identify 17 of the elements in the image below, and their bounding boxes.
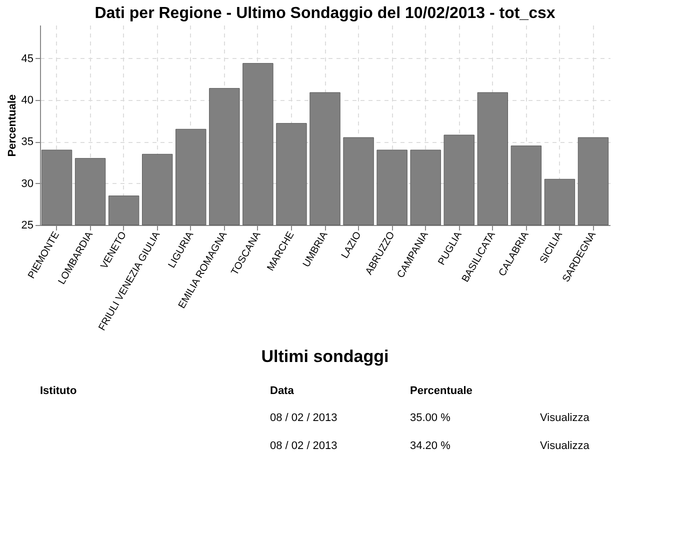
text: Percentuale (410, 385, 472, 397)
text: Visualizza (540, 440, 590, 452)
text: Ultimi sondaggi (261, 347, 389, 366)
y-tick-label: 30 (21, 178, 34, 190)
y-axis-title: Percentuale (6, 94, 18, 157)
text: 08 / 02 / 2013 (270, 412, 338, 424)
text: 35.00 % (410, 412, 451, 424)
chart-title: Dati per Regione - Ultimo Sondaggio del 10/02/2013 - tot_csx (94, 5, 556, 22)
text: 08 / 02 / 2013 (270, 440, 338, 452)
y-tick-label: 35 (21, 136, 34, 148)
y-tick-label: 45 (21, 52, 34, 65)
y-tick-label: 40 (21, 94, 34, 106)
y-tick-label: 25 (21, 220, 34, 232)
text: 34.20 % (410, 440, 451, 452)
text: Data (270, 385, 295, 397)
text: Istituto (40, 385, 77, 397)
text: Visualizza (540, 412, 590, 424)
